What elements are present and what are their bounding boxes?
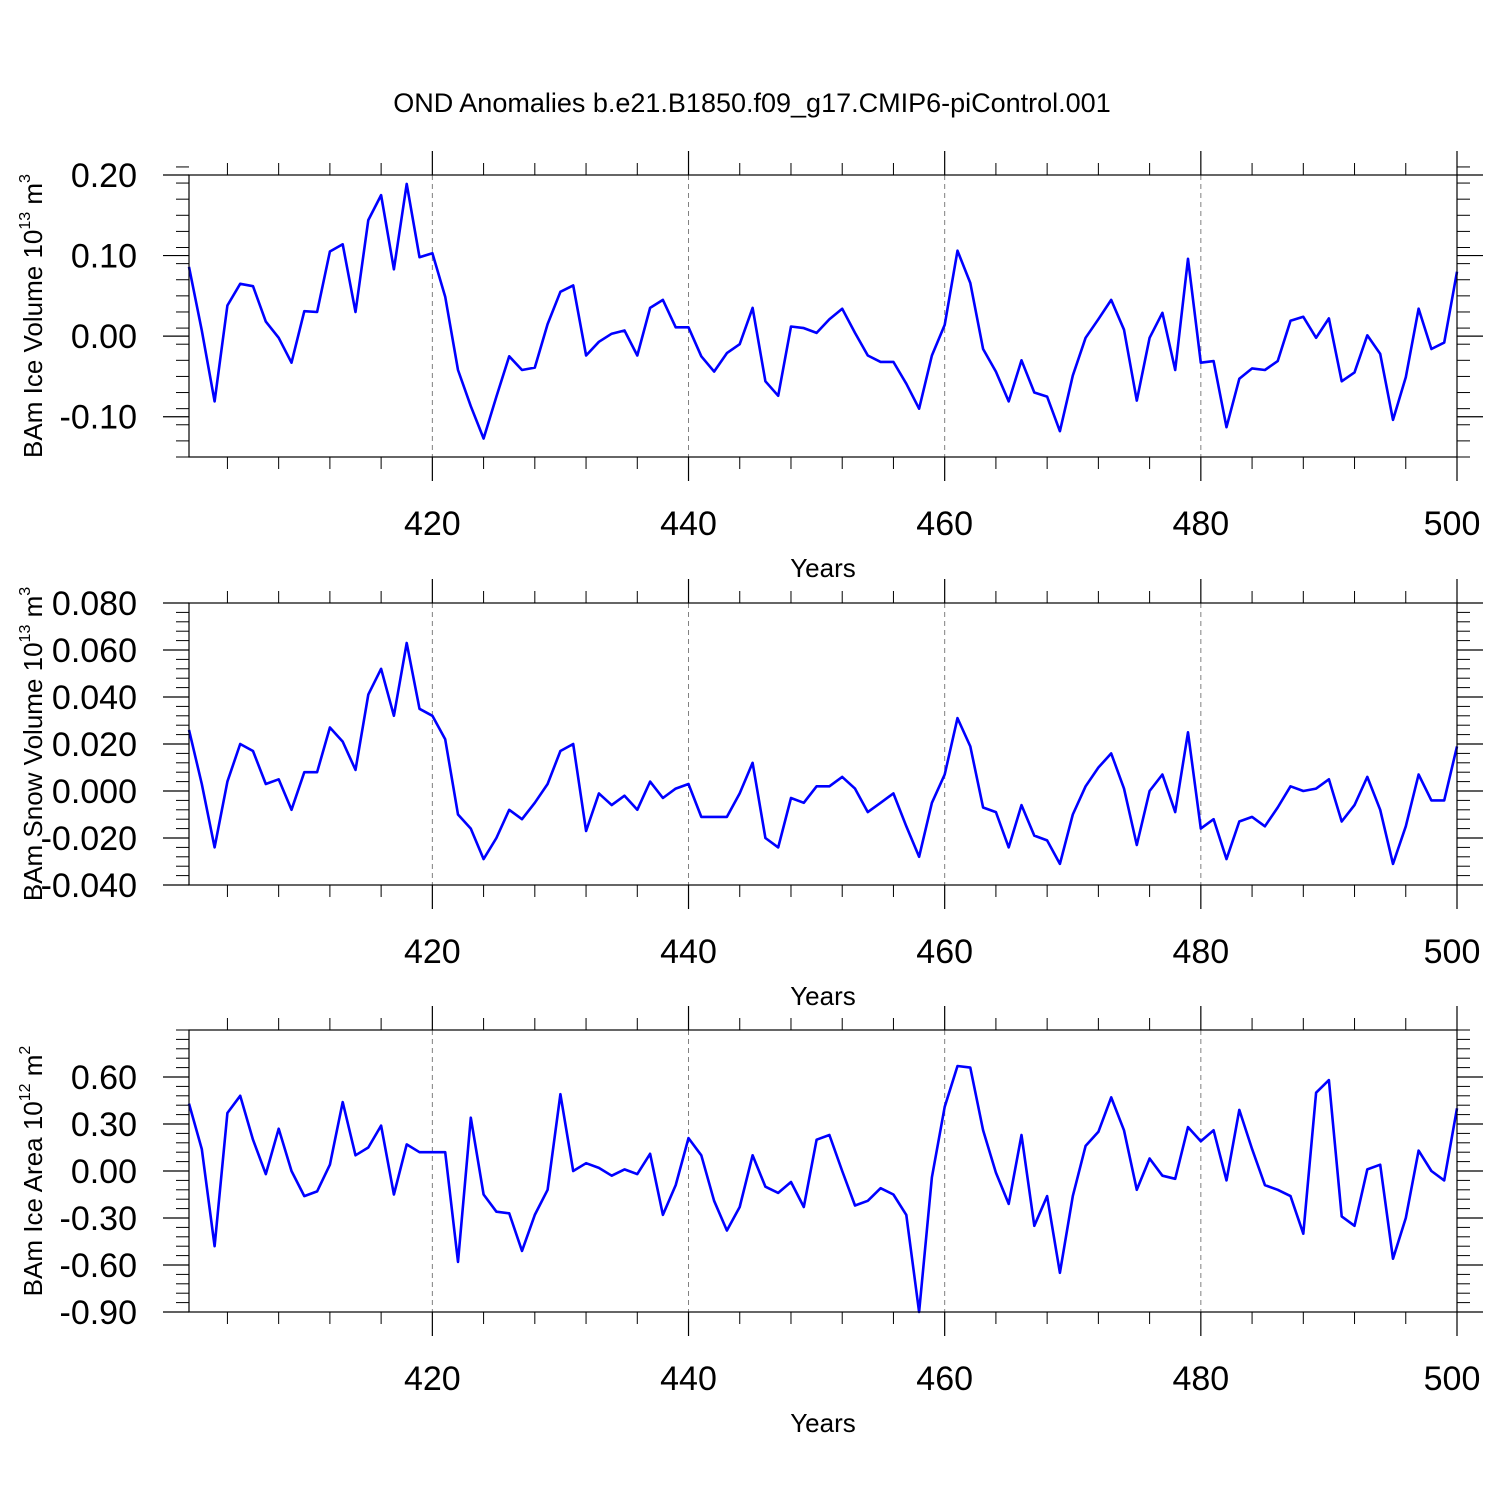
panel-1-y-tick-labels: -0.10 0.00 0.10 0.20 (60, 157, 138, 437)
y-tick-label: -0.10 (60, 399, 138, 437)
y-axis-label-unit: m (18, 596, 48, 625)
panel-2-ticks (163, 579, 1483, 909)
y-tick-label: 0.00 (71, 318, 137, 356)
x-tick-label: 500 (1424, 1360, 1481, 1398)
y-tick-label: 0.000 (52, 773, 137, 811)
y-tick-label: 0.60 (71, 1059, 137, 1097)
y-tick-label: 0.020 (52, 726, 137, 764)
y-axis-label: BAm Ice Area 1012 m2 (17, 1046, 48, 1297)
y-axis-label-exponent: 13 (17, 625, 34, 643)
chart-title: OND Anomalies b.e21.B1850.f09_g17.CMIP6-… (393, 88, 1110, 118)
panel-3-y-tick-labels: -0.90 -0.60 -0.30 0.00 0.30 0.60 (60, 1059, 138, 1332)
series-line (187, 641, 1459, 866)
x-tick-label: 460 (916, 933, 973, 971)
y-axis-label-unit-exponent: 3 (17, 174, 34, 183)
x-tick-label: 480 (1172, 933, 1229, 971)
y-axis-label-main: BAm Ice Volume 10 (18, 230, 48, 458)
series-line (187, 1064, 1459, 1314)
y-tick-label: 0.00 (71, 1153, 137, 1191)
x-tick-label: 420 (404, 933, 461, 971)
y-axis-label: BAm Snow Volume 1013 m3 (17, 587, 48, 901)
x-tick-label: 460 (916, 505, 973, 543)
y-axis-label-exponent: 12 (17, 1083, 34, 1101)
x-axis-label: Years (790, 981, 856, 1011)
panel-1-gridlines (431, 175, 1202, 457)
x-axis-label: Years (790, 553, 856, 583)
x-tick-label: 440 (660, 505, 717, 543)
x-tick-label: 500 (1424, 505, 1481, 543)
panel-3-plot-frame (188, 1029, 1458, 1313)
panel-2-y-tick-labels: -0.040 -0.020 0.000 0.020 0.040 0.060 0.… (41, 585, 137, 905)
y-axis-label-unit: m (18, 183, 48, 212)
panel-snow-volume: -0.040 -0.020 0.000 0.020 0.040 0.060 0.… (17, 579, 1483, 1011)
y-tick-label: 0.060 (52, 632, 137, 670)
x-tick-label: 480 (1172, 505, 1229, 543)
y-tick-label: -0.040 (41, 867, 137, 905)
panel-2-x-tick-labels: 420 440 460 480 500 (404, 933, 1480, 971)
x-tick-label: 440 (660, 1360, 717, 1398)
panel-3-x-tick-labels: 420 440 460 480 500 (404, 1360, 1480, 1398)
y-tick-label: 0.10 (71, 238, 137, 276)
y-tick-label: 0.30 (71, 1106, 137, 1144)
panel-1-ticks (163, 151, 1483, 481)
panel-3-ticks (163, 1006, 1483, 1336)
panel-2-gridlines (431, 603, 1202, 885)
y-axis-label: BAm Ice Volume 1013 m3 (17, 174, 48, 458)
panel-1-plot-frame (188, 174, 1458, 458)
y-axis-label-exponent: 13 (17, 212, 34, 230)
y-axis-label-unit-exponent: 3 (17, 587, 34, 596)
x-tick-label: 480 (1172, 1360, 1229, 1398)
x-tick-label: 440 (660, 933, 717, 971)
panel-ice-area: -0.90 -0.60 -0.30 0.00 0.30 0.60 420 440… (17, 1006, 1483, 1438)
panel-1-x-tick-labels: 420 440 460 480 500 (404, 505, 1480, 543)
y-axis-label-unit: m (18, 1055, 48, 1084)
y-tick-label: -0.30 (60, 1200, 138, 1238)
panel-2-plot-frame (188, 602, 1458, 886)
x-axis-label: Years (790, 1408, 856, 1438)
y-tick-label: -0.60 (60, 1247, 138, 1285)
y-axis-label-main: BAm Snow Volume 10 (18, 642, 48, 901)
panel-ice-volume: -0.10 0.00 0.10 0.20 420 440 460 480 500… (17, 151, 1483, 583)
series-line (187, 182, 1459, 440)
y-axis-label-main: BAm Ice Area 10 (18, 1101, 48, 1296)
panel-3-gridlines (431, 1030, 1202, 1312)
y-axis-label-unit-exponent: 2 (17, 1046, 34, 1055)
x-tick-label: 420 (404, 505, 461, 543)
x-tick-label: 460 (916, 1360, 973, 1398)
y-tick-label: -0.90 (60, 1294, 138, 1332)
x-tick-label: 420 (404, 1360, 461, 1398)
y-tick-label: -0.020 (41, 820, 137, 858)
x-tick-label: 500 (1424, 933, 1481, 971)
y-tick-label: 0.20 (71, 157, 137, 195)
y-tick-label: 0.080 (52, 585, 137, 623)
y-tick-label: 0.040 (52, 679, 137, 717)
